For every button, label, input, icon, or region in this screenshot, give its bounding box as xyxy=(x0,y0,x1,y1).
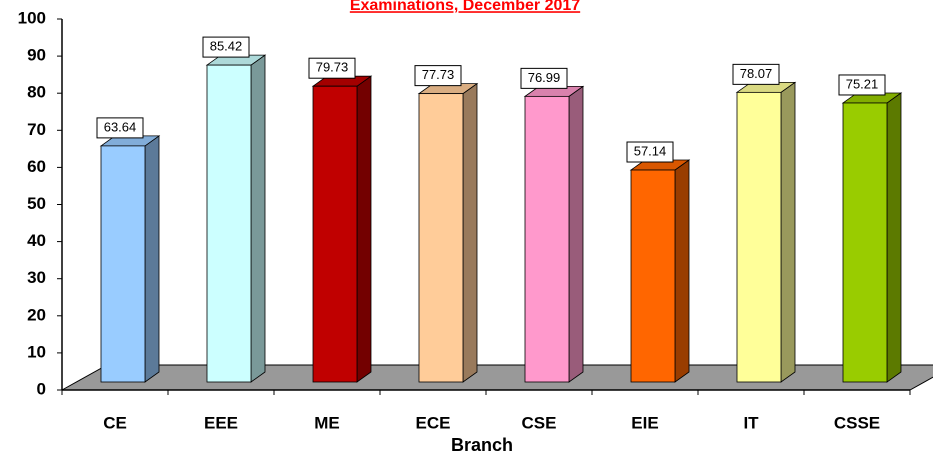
bar xyxy=(523,85,585,383)
x-tick-label: CSSE xyxy=(834,413,880,432)
value-label: 85.42 xyxy=(210,39,243,54)
value-label: 79.73 xyxy=(316,60,349,75)
y-tick-label: 60 xyxy=(27,157,46,176)
bar-front xyxy=(312,85,358,383)
bar-front xyxy=(630,169,676,383)
bar xyxy=(629,159,691,383)
value-label: 57.14 xyxy=(634,143,667,158)
bar-front xyxy=(206,64,252,383)
value-label-box xyxy=(732,63,780,85)
x-tick-label: ECE xyxy=(416,413,451,432)
bar-front xyxy=(418,93,464,383)
y-tick-label: 40 xyxy=(27,231,46,250)
bar-side xyxy=(356,75,372,383)
y-tick-label: 10 xyxy=(27,342,46,361)
chart-title: Examinations, December 2017 xyxy=(350,0,580,14)
value-label: 76.99 xyxy=(528,70,561,85)
bar xyxy=(841,92,903,383)
value-label-box xyxy=(838,74,886,96)
x-axis-title: Branch xyxy=(451,435,513,455)
x-tick-label: ME xyxy=(314,413,340,432)
value-label: 78.07 xyxy=(740,66,773,81)
bar xyxy=(311,75,373,383)
value-label: 75.21 xyxy=(846,76,879,91)
x-tick-label: CE xyxy=(103,413,127,432)
bar xyxy=(205,54,267,383)
bar-side xyxy=(780,81,796,383)
bar xyxy=(735,81,797,383)
value-label-box xyxy=(626,141,674,163)
bar-side xyxy=(568,85,584,383)
bar-side xyxy=(674,159,690,383)
y-tick-label: 100 xyxy=(18,8,46,27)
bar-front xyxy=(842,102,888,383)
y-tick-label: 70 xyxy=(27,120,46,139)
x-tick-label: CSE xyxy=(522,413,557,432)
bar-side xyxy=(462,82,478,383)
bar xyxy=(99,135,161,383)
bar-side xyxy=(144,135,160,383)
bar-side xyxy=(250,54,266,383)
y-tick-label: 0 xyxy=(37,379,46,398)
bar-front xyxy=(736,91,782,383)
y-tick-label: 90 xyxy=(27,46,46,65)
x-tick-label: EEE xyxy=(204,413,238,432)
y-tick-label: 20 xyxy=(27,305,46,324)
bar xyxy=(417,82,479,383)
value-label-box xyxy=(414,65,462,87)
bar-front xyxy=(100,145,146,383)
y-tick-label: 30 xyxy=(27,268,46,287)
value-label-box xyxy=(96,117,144,139)
bar-front xyxy=(524,95,570,383)
value-label-box xyxy=(308,57,356,79)
bar-side xyxy=(886,92,902,383)
value-label: 63.64 xyxy=(104,119,137,134)
value-label-box xyxy=(202,36,250,58)
value-label-box xyxy=(520,67,568,89)
y-tick-label: 80 xyxy=(27,83,46,102)
y-tick-label: 50 xyxy=(27,194,46,213)
value-label: 77.73 xyxy=(422,67,455,82)
floor xyxy=(60,364,933,391)
x-tick-label: EIE xyxy=(631,413,658,432)
x-tick-label: IT xyxy=(743,413,759,432)
